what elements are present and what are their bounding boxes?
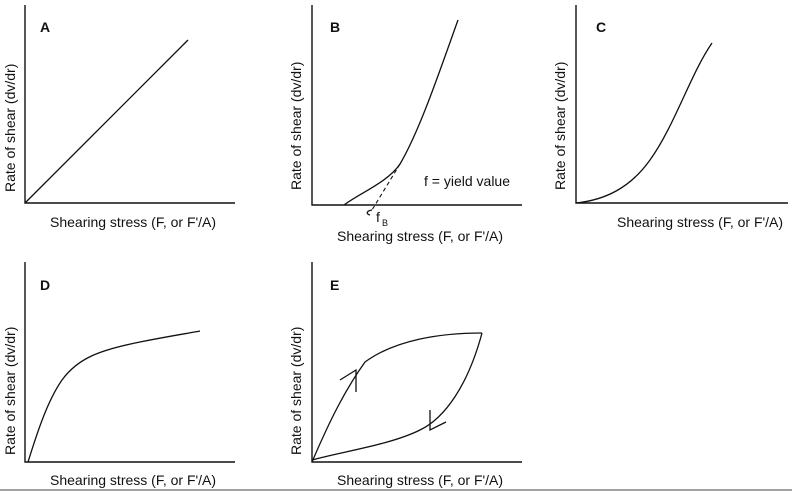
panel-c: C Rate of shear (dv/dr) Shearing stress … [552,5,788,230]
panel-a: A Rate of shear (dv/dr) Shearing stress … [2,5,235,230]
panel-b-axes [311,5,522,206]
panel-d-letter: D [40,277,50,293]
panel-c-axes [575,5,788,204]
panel-b-ylabel: Rate of shear (dv/dr) [288,62,304,190]
panel-a-axes [24,5,235,204]
panel-e-xlabel: Shearing stress (F, or F'/A) [337,472,503,488]
panel-b-yield-tick [366,209,373,216]
panel-e-up-arrow [339,368,357,392]
panel-b-marker-sub: B [382,218,388,228]
panel-b-curve [343,19,459,206]
panel-c-curve [575,42,713,204]
panel-c-xlabel: Shearing stress (F, or F'/A) [617,214,783,230]
panel-b-yield-note: f = yield value [424,173,510,189]
panel-a-curve [24,39,189,204]
panel-e-up-curve [311,332,483,463]
panel-d-ylabel: Rate of shear (dv/dr) [2,327,18,455]
panel-e-down-arrow [429,410,447,432]
panel-e: E Rate of shear (dv/dr) Shearing stress … [288,262,522,488]
panel-e-ylabel: Rate of shear (dv/dr) [288,327,304,455]
panel-a-xlabel: Shearing stress (F, or F'/A) [50,214,216,230]
panel-d-xlabel: Shearing stress (F, or F'/A) [50,472,216,488]
panel-b-marker: f [376,209,380,225]
panel-e-down-curve [311,332,483,461]
panel-a-letter: A [40,19,50,35]
panel-b-xlabel: Shearing stress (F, or F'/A) [337,228,503,244]
panel-a-ylabel: Rate of shear (dv/dr) [2,64,18,192]
panel-c-ylabel: Rate of shear (dv/dr) [552,62,568,190]
panel-c-letter: C [596,19,606,35]
panel-d-axes [24,262,235,463]
panel-d-curve [27,330,201,463]
panel-e-letter: E [330,277,339,293]
panel-b-letter: B [330,19,340,35]
panel-b-yield-extrapolation [371,163,401,211]
panel-b: B Rate of shear (dv/dr) f B f = yield va… [288,5,522,244]
panel-d: D Rate of shear (dv/dr) Shearing stress … [2,262,235,488]
